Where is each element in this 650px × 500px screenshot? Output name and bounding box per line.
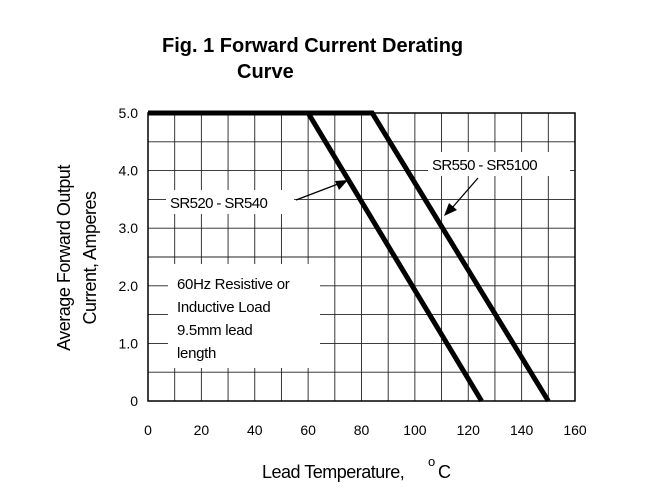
y-tick-labels: 0 1.0 2.0 3.0 4.0 5.0 [119,105,139,409]
note-line-4: length [177,345,216,362]
x-tick-label: 140 [510,422,534,438]
y-tick-label: 2.0 [119,278,139,294]
note-box [168,264,320,368]
y-tick-label: 5.0 [119,105,139,121]
x-tick-label: 0 [144,422,152,438]
series-label-2-arrowhead [444,203,457,216]
y-tick-label: 4.0 [119,163,139,179]
y-tick-label: 3.0 [119,220,139,236]
x-tick-label: 40 [247,422,263,438]
y-axis-label-line2: Current, Amperes [80,191,100,325]
note-line-1: 60Hz Resistive or [177,276,290,293]
x-tick-labels: 0 20 40 60 80 100 120 140 160 [144,422,587,438]
chart-title-line2: Curve [237,61,294,83]
y-axis-label: Average Forward Output Current, Amperes [54,165,100,351]
x-tick-label: 160 [563,422,587,438]
series-lines [148,110,551,403]
series-label-2-arrow-shaft [451,177,479,209]
note-line-2: Inductive Load [177,299,270,316]
x-axis-unit: C [438,462,451,482]
note-line-3: 9.5mm lead [177,322,252,339]
x-tick-label: 20 [194,422,210,438]
chart-title-line1: Fig. 1 Forward Current Derating [162,35,463,57]
x-tick-label: 60 [300,422,316,438]
y-tick-label: 1.0 [119,335,139,351]
x-tick-label: 80 [354,422,370,438]
series-label-1-arrowhead [335,180,348,190]
x-axis-label: Lead Temperature, [262,462,404,482]
series-label-sr550-sr5100: SR550 - SR5100 [432,157,537,174]
series-label-2-bg [428,152,570,176]
y-axis-label-line1: Average Forward Output [54,165,74,351]
series-label-1-arrow-shaft [295,183,339,201]
degree-symbol: o [428,454,435,469]
series-label-sr520-sr540: SR520 - SR540 [170,195,268,212]
y-tick-label: 0 [130,393,138,409]
x-tick-label: 100 [403,422,427,438]
series-label-1-bg [166,190,294,214]
x-tick-label: 120 [457,422,481,438]
series-line-2 [148,110,551,403]
